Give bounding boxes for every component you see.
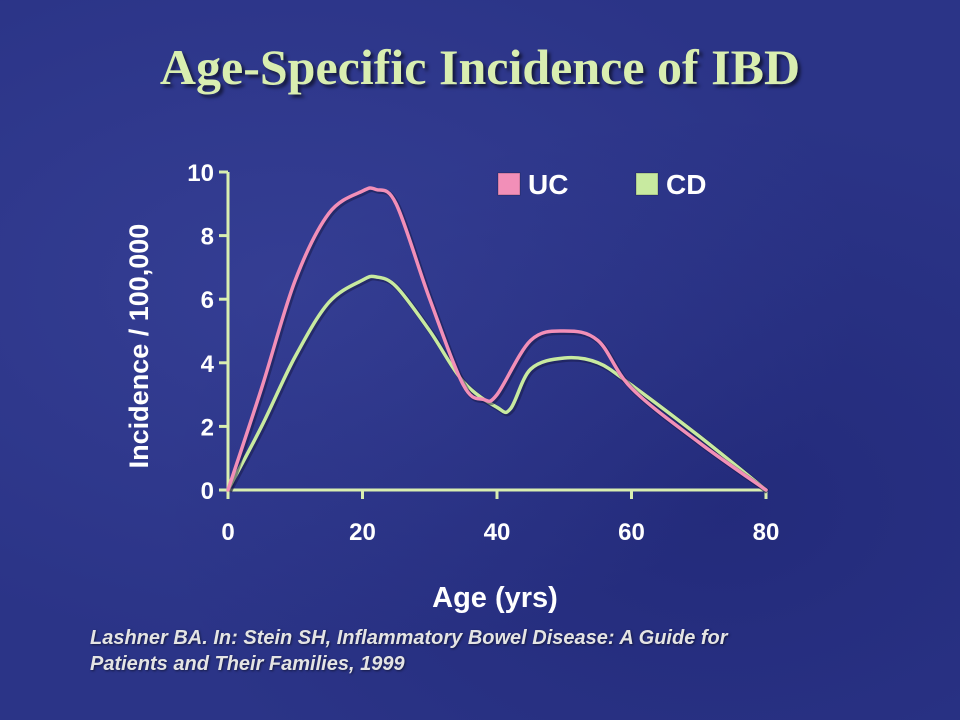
plot-area: 0 2 4 6 8 10 0 20 40 60 80 UC CD [187,160,779,546]
legend-swatch-uc [497,172,521,196]
series-shadow-uc [227,187,769,494]
y-axis-label: Incidence / 100,000 [124,224,154,469]
citation-line-2: Patients and Their Families, 1999 [90,653,405,675]
series-line-uc [226,186,768,492]
series-line-cd [226,274,768,492]
x-tick-label: 0 [221,519,234,546]
page-title: Age-Specific Incidence of IBD [159,39,801,95]
x-axis-label: Age (yrs) [432,582,558,614]
citation: Lashner BA. In: Stein SH, Inflammatory B… [90,625,910,677]
legend-label-cd: CD [666,169,706,200]
citation-line-1: Lashner BA. In: Stein SH, Inflammatory B… [90,627,728,649]
x-tick-label: 60 [618,519,645,546]
y-tick-label: 2 [201,414,214,441]
x-tick-label: 80 [753,519,780,546]
y-tick-label: 6 [201,287,214,314]
legend-label-uc: UC [528,169,568,200]
x-tick-label: 20 [349,519,376,546]
series-shadow-cd [227,275,770,494]
x-tick-label: 40 [484,519,511,546]
legend-swatch-cd [635,172,659,196]
y-tick-label: 0 [201,478,214,505]
y-tick-label: 10 [187,160,214,187]
y-tick-label: 4 [201,351,215,378]
y-tick-label: 8 [201,224,214,251]
